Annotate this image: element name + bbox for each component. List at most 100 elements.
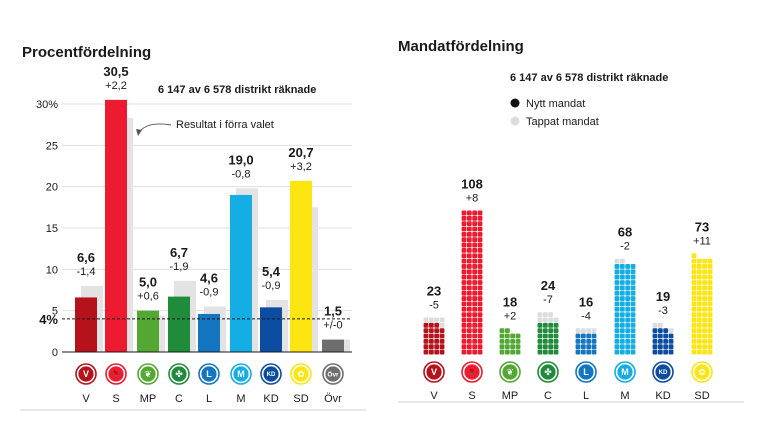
category-s: S [112,393,119,405]
x-category-labels: V S MP C L M KD SD Övr [82,393,342,405]
seat-m [625,349,631,355]
seat-sd [702,290,708,296]
seat-value-s: 108 [461,177,483,192]
seat-sd [696,312,702,317]
seat-m [614,285,620,291]
seat-s [466,317,472,323]
seat-change-kd: -3 [658,305,668,317]
lost-seat-c [548,317,554,323]
seat-c [542,328,548,334]
seat-l [586,338,592,344]
value-label-m: 19,0 [228,152,253,167]
percent-chart-subtitle: 6 147 av 6 578 distrikt räknade [158,84,316,96]
logo-disc-ovr [325,366,341,382]
seat-sd [702,274,708,280]
x-category-labels: V S MP C L M KD SD [430,390,709,402]
lost-seat-c [553,317,559,323]
seat-sd [696,317,702,323]
seat-sd [696,290,702,296]
logo-glyph-s: 🌹 [468,368,475,376]
y-tick-5: 5 [52,306,58,318]
seat-c [553,333,559,339]
seat-s [466,290,472,296]
lost-seat-v [428,317,434,323]
value-label-v: 6,6 [77,250,95,265]
seat-stack-mp [499,328,521,355]
seat-v [434,322,440,328]
seat-s [466,285,472,291]
seat-s [472,269,478,275]
seat-m [619,338,625,344]
seat-sd [691,301,697,307]
seat-c [537,333,543,339]
seat-l [580,344,586,350]
result-bars [75,99,344,352]
seat-change-l: -4 [581,310,591,322]
seat-sd [691,253,697,259]
seat-mp [510,344,516,350]
seat-sd [696,269,702,275]
seat-s [477,317,483,323]
seat-change-sd: +11 [693,235,711,247]
seat-s [461,333,467,339]
seat-s [461,248,467,253]
seat-kd [652,333,658,339]
seat-value-kd: 19 [656,289,670,304]
seat-kd [668,344,674,350]
seat-s [461,264,467,269]
change-label-c: -1,9 [170,261,189,273]
seat-sd [691,274,697,280]
seat-m [619,344,625,350]
bar-kd [260,307,282,352]
seat-stack-l [575,328,597,355]
seat-value-labels: 23-5 108+8 18+2 24-7 16-4 68-2 19-3 73+11 [427,177,711,323]
seat-m [619,296,625,301]
seat-c [542,322,548,328]
seat-sd [696,264,702,269]
seat-change-m: -2 [620,241,630,253]
seat-sd [696,349,702,355]
seat-mp [504,349,510,355]
seat-s [461,280,467,285]
seat-s [466,248,472,253]
seat-c [537,328,543,334]
change-label-kd: -0,9 [262,280,281,292]
seat-kd [663,349,669,355]
seat-m [630,322,636,328]
seat-sd [691,349,697,355]
seat-value-sd: 73 [695,219,709,234]
seat-sd [696,274,702,280]
seat-kd [652,338,658,344]
seat-s [461,285,467,291]
seat-v [439,344,445,350]
seat-m [625,290,631,296]
bar-mp [137,310,159,352]
legend-lost-seat: Tappat mandat [526,116,599,128]
seat-mp [504,333,510,339]
seat-m [625,285,631,291]
seat-s [477,226,483,232]
seat-sd [691,322,697,328]
seat-m [630,290,636,296]
seat-s [466,301,472,307]
seat-sd [702,312,708,317]
seat-mp [515,338,521,344]
lost-seat-kd [657,322,663,328]
seat-c [542,333,548,339]
seat-kd [668,333,674,339]
seat-v [439,338,445,344]
y-tick-10: 10 [46,264,58,276]
seat-s [477,215,483,221]
seat-change-c: -7 [543,294,553,306]
seat-v [428,349,434,355]
seat-s [472,231,478,237]
seat-value-l: 16 [579,294,593,309]
category-sd: SD [293,393,308,405]
seat-m [625,296,631,301]
seat-m [630,312,636,317]
lost-seat-kd [652,322,658,328]
seat-change-mp: +2 [504,310,517,322]
seat-c [542,338,548,344]
seat-sd [702,296,708,301]
